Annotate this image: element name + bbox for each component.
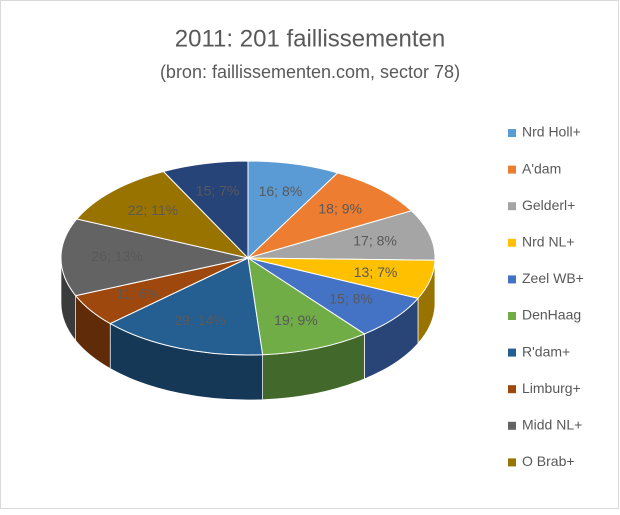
legend-swatch [508,239,516,247]
legend-label: Midd NL+ [522,417,582,433]
chart-title: 2011: 201 faillissementen [175,25,445,52]
data-label: 11; 6% [117,285,160,301]
legend-label: Gelderl+ [522,197,575,213]
legend-swatch [508,275,516,283]
legend-swatch [508,202,516,210]
legend-swatch [508,312,516,320]
data-label: 18; 9% [318,201,362,217]
data-label: 22; 11% [128,202,178,218]
legend-label: Limburg+ [522,380,581,396]
legend-label: DenHaag [522,307,581,323]
data-label: 16; 8% [259,183,303,199]
data-label: 19; 9% [274,312,318,328]
legend-swatch [508,166,516,174]
legend-swatch [508,129,516,137]
data-label: 15; 8% [329,291,373,307]
chart-subtitle: (bron: faillissementen.com, sector 78) [160,62,460,82]
legend-label: Nrd NL+ [522,234,575,250]
legend-label: O Brab+ [522,453,575,469]
legend-label: Nrd Holl+ [522,124,581,140]
legend-swatch [508,422,516,430]
legend-label: Zeel WB+ [522,270,584,286]
legend-swatch [508,385,516,393]
legend-label: A'dam [522,160,561,176]
data-label: 17; 8% [353,232,397,248]
legend-swatch [508,458,516,466]
legend-label: R'dam+ [522,343,570,359]
data-label: 29; 14% [174,312,225,328]
data-label: 15; 7% [196,183,240,199]
legend-swatch [508,349,516,357]
data-label: 13; 7% [354,264,398,280]
data-label: 26; 13% [91,248,142,264]
